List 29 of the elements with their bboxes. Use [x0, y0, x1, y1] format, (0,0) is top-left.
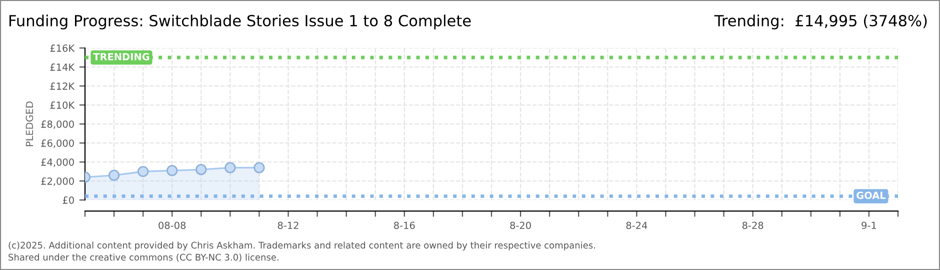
point: [138, 166, 149, 178]
y-tick-label: £4,000: [41, 158, 74, 167]
x-tick-label: 8-16: [394, 222, 415, 230]
y-tick-label: £2,000: [41, 177, 74, 186]
point: [196, 164, 207, 176]
chart-subtitle: Trending: £14,995 (3748%): [714, 14, 927, 30]
x-tick-label: 8-24: [626, 222, 648, 230]
y-tick-label: £16K: [50, 44, 75, 52]
chart-title: Funding Progress: Switchblade Stories Issue 1 to 8 Complete: [10, 14, 471, 30]
x-tick-label: 8-28: [742, 222, 764, 230]
y-tick-label: £10K: [50, 101, 75, 109]
point: [254, 162, 265, 174]
y-tick-label: £6,000: [41, 139, 74, 148]
y-axis-title: PLEDGED: [26, 102, 34, 146]
point: [166, 164, 178, 176]
point: [224, 162, 236, 174]
text: (c)2025. Additional content provided by Chris Askham. Trademarks and related content are owned by their respective companies.: [8, 242, 595, 250]
y-tick-label: £0: [62, 196, 74, 204]
x-tick-label: 08-08: [158, 222, 186, 230]
ref-line-label: GOAL: [856, 192, 886, 200]
text: Shared under the creative commons (CC BY-NC 3.0) license.: [8, 254, 278, 262]
x-tick-label: 8-20: [510, 222, 531, 230]
y-tick-label: £14K: [50, 63, 75, 71]
y-tick-label: £12K: [50, 82, 75, 90]
ref-line-label: TRENDING: [93, 53, 150, 60]
y-tick-label: £8,000: [41, 120, 74, 129]
point: [108, 170, 120, 181]
x-tick-label: 9-1: [862, 222, 876, 230]
x-tick-label: 8-12: [278, 222, 298, 230]
